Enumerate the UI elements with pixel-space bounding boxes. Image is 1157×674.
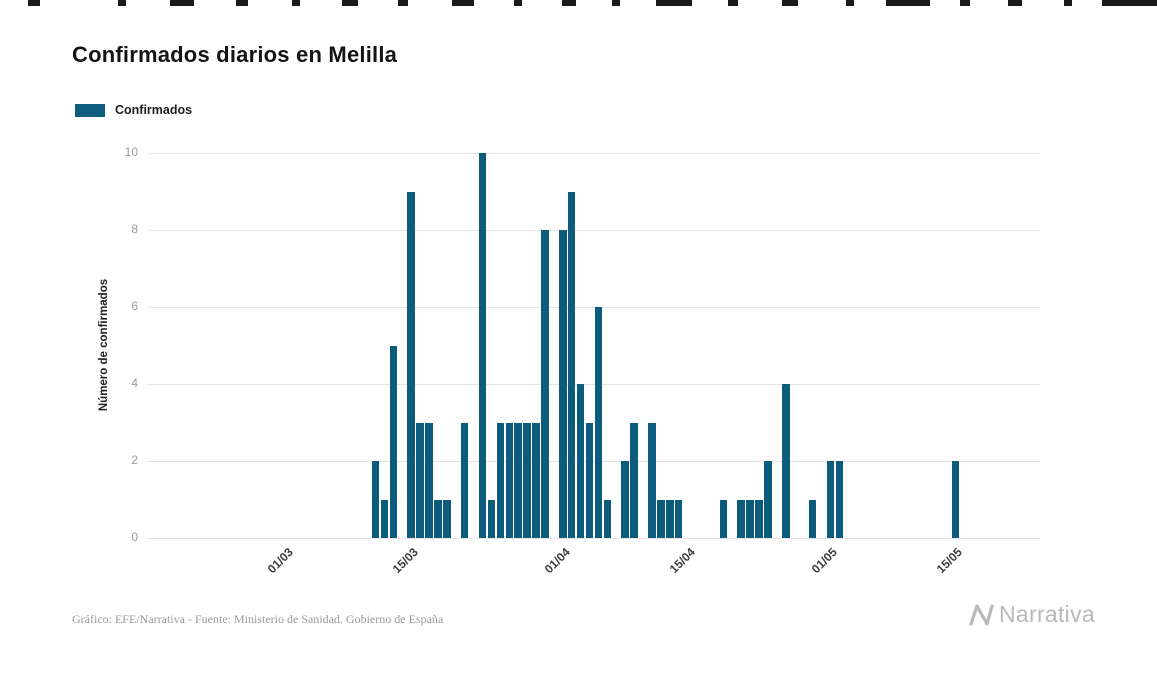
bar-17/03[interactable]	[425, 422, 433, 538]
narrativa-logo-text: Narrativa	[998, 601, 1095, 627]
bar-23/03[interactable]	[478, 153, 487, 538]
bar-18/03[interactable]	[434, 499, 442, 538]
source-credit: Gráfico: EFE/Narrativa - Fuente: Ministe…	[72, 612, 444, 626]
y-tick-label: 0	[131, 530, 138, 544]
bar-01/05[interactable]	[826, 461, 835, 538]
bar-01/04[interactable]	[559, 230, 567, 538]
bar-16/03[interactable]	[416, 422, 424, 538]
y-tick-label: 4	[131, 376, 138, 390]
y-tick-label: 8	[131, 222, 138, 236]
bar-08/04[interactable]	[621, 461, 629, 538]
plot-area: 0 2 4 6 8 10 01/03 15/03 01/04 15/04 01/05 15/05	[125, 145, 1040, 576]
bar-26/04[interactable]	[782, 384, 790, 538]
y-tick-label: 2	[131, 453, 138, 467]
bar-09/04[interactable]	[630, 422, 638, 538]
narrativa-logo-icon	[969, 603, 994, 626]
y-tick-label: 6	[131, 299, 138, 313]
bar-02/04[interactable]	[567, 191, 576, 538]
bar-29/03[interactable]	[532, 422, 540, 538]
bar-13/04[interactable]	[666, 499, 674, 538]
bar-15/03[interactable]	[407, 191, 415, 538]
bar-26/03[interactable]	[505, 422, 514, 538]
legend: Confirmados	[75, 103, 192, 117]
bar-02/05[interactable]	[835, 461, 844, 538]
bar-28/03[interactable]	[523, 422, 531, 538]
gridline	[148, 230, 1040, 231]
y-tick-label: 10	[124, 145, 138, 159]
bar-15/05[interactable]	[951, 461, 960, 538]
bar-05/04[interactable]	[594, 307, 603, 538]
bar-29/04[interactable]	[808, 499, 817, 538]
narrativa-logo: Narrativa	[968, 601, 1095, 628]
bar-22/04[interactable]	[746, 499, 754, 538]
bar-12/03[interactable]	[380, 499, 389, 538]
bar-24/03[interactable]	[487, 499, 496, 538]
gridline	[148, 153, 1040, 154]
gridline	[148, 307, 1040, 308]
bar-19/04[interactable]	[719, 499, 728, 538]
legend-swatch-confirmados	[75, 103, 105, 117]
bar-30/03[interactable]	[541, 230, 549, 538]
bar-25/03[interactable]	[496, 422, 505, 538]
x-tick-label: 01/05	[809, 545, 841, 577]
x-tick-label: 15/04	[666, 545, 698, 577]
bar-13/03[interactable]	[389, 345, 398, 538]
bar-11/03[interactable]	[371, 461, 380, 538]
bar-06/04[interactable]	[603, 499, 612, 538]
bar-19/03[interactable]	[443, 499, 451, 538]
x-tick-label: 01/04	[541, 545, 573, 577]
bar-23/04[interactable]	[755, 499, 763, 538]
bar-14/04[interactable]	[674, 499, 683, 538]
bar-11/04[interactable]	[648, 422, 656, 538]
legend-label: Confirmados	[115, 103, 193, 117]
x-tick-label: 15/05	[934, 545, 966, 577]
gridline	[148, 461, 1040, 462]
bar-03/04[interactable]	[576, 384, 585, 538]
gridline	[148, 538, 1040, 539]
chart-title: Confirmados diarios en Melilla	[72, 42, 398, 67]
bar-27/03[interactable]	[514, 422, 522, 538]
bar-04/04[interactable]	[585, 422, 594, 538]
bar-24/04[interactable]	[764, 461, 772, 538]
bar-21/04[interactable]	[737, 499, 745, 538]
bar-21/03[interactable]	[460, 422, 469, 538]
bar-12/04[interactable]	[657, 499, 665, 538]
gridline	[148, 384, 1040, 385]
